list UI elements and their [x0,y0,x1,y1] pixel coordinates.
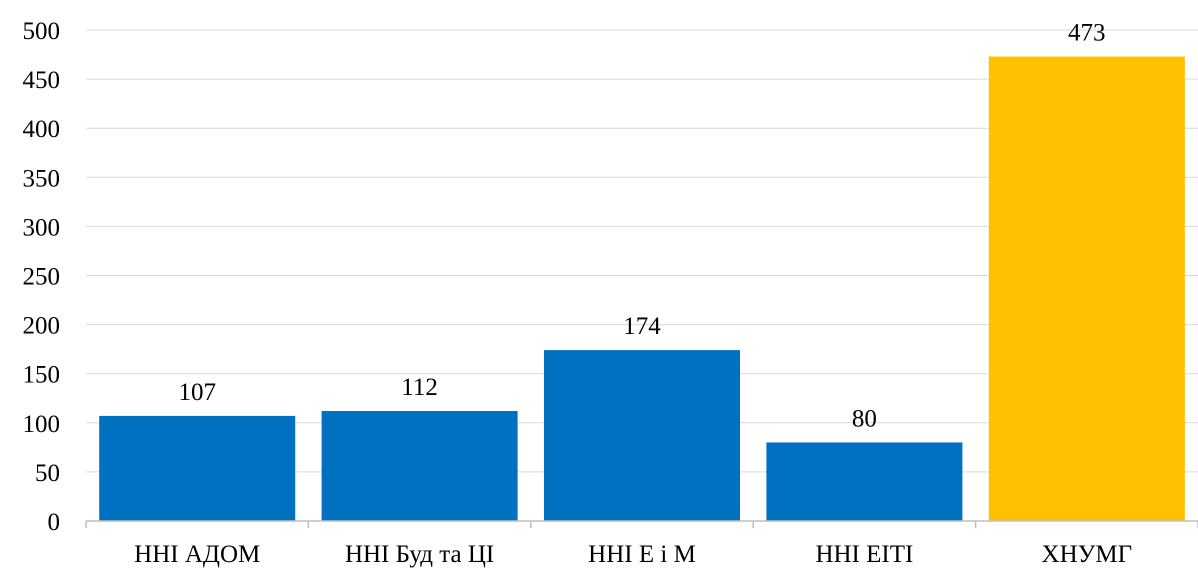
bar [321,411,518,521]
x-tick-labels: ННІ АДОМ ННІ Буд та ЦІ ННІ Е і М ННІ ЕІТІ ХН… [134,541,1132,568]
data-label: 80 [852,405,877,432]
x-tick-label: ННІ ЕІТІ [815,541,913,568]
data-label: 107 [178,379,216,406]
bars [99,56,1185,521]
data-labels: 107 112 174 80 473 [178,20,1105,433]
y-tick-label: 450 [23,67,61,94]
y-tick-label: 300 [23,214,61,241]
y-tick-label: 150 [23,362,61,389]
y-tick-label: 50 [35,460,60,487]
x-tick-label: ННІ АДОМ [134,541,260,568]
x-tick-label: ННІ Буд та ЦІ [345,541,494,568]
bar [544,350,740,521]
y-tick-label: 250 [23,264,61,291]
x-axis [85,520,1198,528]
x-tick-label: ННІ Е і М [588,541,696,568]
y-tick-labels: 0 50 100 150 200 250 300 350 400 450 500 [23,18,61,536]
data-label: 174 [623,313,661,340]
bar [766,442,963,521]
data-label: 112 [401,374,438,401]
y-tick-label: 0 [48,509,61,536]
y-tick-label: 400 [23,116,61,143]
y-tick-label: 500 [23,18,61,45]
bar [988,56,1185,521]
bar [99,415,296,521]
y-tick-label: 100 [23,411,61,438]
x-tick-label: ХНУМГ [1042,541,1133,568]
data-label: 473 [1068,20,1106,47]
y-tick-label: 350 [23,165,61,192]
y-tick-label: 200 [23,313,61,340]
